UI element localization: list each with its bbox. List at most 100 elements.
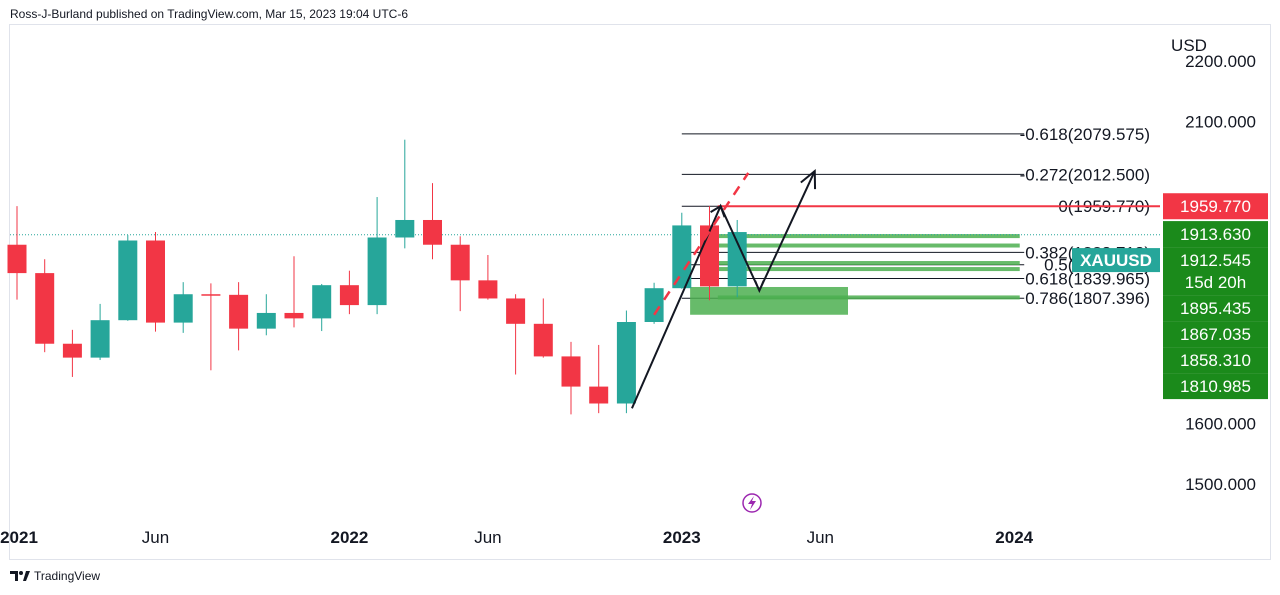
candles bbox=[7, 139, 747, 415]
fib-level-label: 0.618(1839.965) bbox=[1025, 270, 1150, 289]
candle-body bbox=[90, 320, 110, 358]
candle-body bbox=[616, 322, 636, 404]
publish-header: Ross-J-Burland published on TradingView.… bbox=[10, 7, 408, 21]
symbol-tag-bg bbox=[1072, 248, 1160, 273]
candle-body bbox=[700, 225, 719, 287]
candle bbox=[7, 206, 27, 300]
price-label-text: 1912.545 bbox=[1180, 251, 1251, 270]
candle-body bbox=[533, 323, 553, 357]
projection-trough-marker bbox=[754, 280, 765, 293]
candle-body bbox=[118, 240, 138, 321]
time-axis-label: Jun bbox=[807, 528, 834, 547]
price-label-bg bbox=[1163, 321, 1268, 348]
symbol-tag-text: XAUUSD bbox=[1080, 251, 1152, 270]
candle bbox=[450, 236, 470, 312]
candle-body bbox=[201, 294, 221, 296]
candle-body bbox=[450, 244, 470, 281]
time-axis-label: Jun bbox=[474, 528, 501, 547]
price-label-text: 1867.035 bbox=[1180, 325, 1251, 344]
price-label-text: 1913.630 bbox=[1180, 225, 1251, 244]
support-zone[interactable] bbox=[717, 267, 1020, 272]
candle-body bbox=[644, 288, 664, 322]
price-labels: 1959.770 1913.630 1912.545 15d 20h XAUUSD 189… bbox=[1072, 193, 1268, 400]
candle bbox=[395, 139, 415, 249]
lightning-icon[interactable] bbox=[742, 493, 762, 513]
candle-body bbox=[256, 312, 276, 329]
candle bbox=[118, 235, 138, 321]
price-tick-label: 2200.000 bbox=[1185, 52, 1256, 71]
candle-body bbox=[589, 386, 609, 404]
candle-body bbox=[672, 225, 692, 289]
candle-body bbox=[229, 294, 249, 329]
candle bbox=[229, 282, 249, 351]
candle bbox=[478, 254, 498, 300]
fib-level-label: -0.272(2012.500) bbox=[1020, 165, 1150, 184]
candle-body bbox=[506, 298, 526, 324]
price-label: 1913.630 bbox=[1163, 221, 1268, 248]
support-zone[interactable] bbox=[717, 243, 1020, 248]
candle-body bbox=[7, 244, 27, 274]
candle bbox=[146, 232, 165, 332]
candle-body bbox=[727, 232, 747, 287]
candle bbox=[367, 197, 387, 315]
candle bbox=[533, 298, 553, 358]
candle bbox=[284, 256, 304, 328]
candle bbox=[90, 303, 110, 361]
time-axis-label: 2022 bbox=[330, 528, 368, 547]
price-label-bg bbox=[1163, 193, 1268, 220]
support-zones[interactable] bbox=[690, 205, 1160, 315]
candle-body bbox=[312, 285, 332, 319]
price-label-bg bbox=[1163, 295, 1268, 322]
chart-frame bbox=[9, 24, 1271, 560]
candle bbox=[672, 212, 692, 289]
candle-body bbox=[146, 240, 165, 323]
candle bbox=[727, 219, 747, 298]
candle bbox=[561, 341, 581, 415]
projection-path[interactable] bbox=[631, 170, 816, 409]
fibonacci-retracement[interactable]: -0.618(2079.575)-0.272(2012.500)0(1959.7… bbox=[681, 125, 1150, 308]
candle bbox=[173, 282, 193, 333]
candle-body bbox=[284, 312, 304, 319]
candle bbox=[201, 283, 221, 371]
price-label-text: 1810.985 bbox=[1180, 377, 1251, 396]
time-axis-label: 2021 bbox=[0, 528, 38, 547]
price-label-bg bbox=[1163, 221, 1268, 248]
trend-drawings[interactable] bbox=[631, 168, 817, 409]
time-axis[interactable]: 2021 Jun 2022 Jun 2023 Jun 2024 bbox=[0, 528, 1034, 547]
candle bbox=[339, 270, 359, 315]
support-zone[interactable] bbox=[717, 295, 1020, 300]
support-zone[interactable] bbox=[690, 286, 848, 315]
candle-body bbox=[561, 356, 581, 387]
price-label-bg bbox=[1163, 247, 1268, 296]
candle-body bbox=[367, 237, 387, 306]
candle-body bbox=[35, 273, 55, 344]
price-label: 1959.770 bbox=[1163, 193, 1268, 220]
price-label-bg bbox=[1163, 347, 1268, 374]
price-label-text: 1895.435 bbox=[1180, 299, 1251, 318]
candle-body bbox=[339, 285, 359, 306]
candle bbox=[644, 282, 664, 324]
candle-body bbox=[395, 219, 415, 238]
price-label: 1858.310 bbox=[1163, 347, 1268, 374]
price-label-text: 1858.310 bbox=[1180, 351, 1251, 370]
candle bbox=[423, 183, 442, 260]
footer: TradingView bbox=[10, 569, 100, 583]
support-zone[interactable] bbox=[717, 234, 1020, 239]
price-label: 1867.035 bbox=[1163, 321, 1268, 348]
candle-body bbox=[478, 280, 498, 299]
price-label: 1895.435 bbox=[1163, 295, 1268, 322]
countdown-label: 15d 20h bbox=[1185, 273, 1246, 292]
footer-brand: TradingView bbox=[34, 569, 101, 583]
candle-body bbox=[423, 219, 442, 245]
candle bbox=[256, 294, 276, 336]
candle bbox=[312, 283, 332, 332]
time-axis-label: 2023 bbox=[663, 528, 701, 547]
price-label-bg bbox=[1163, 373, 1268, 400]
candle bbox=[35, 259, 55, 353]
candle bbox=[62, 329, 82, 377]
candle bbox=[589, 344, 609, 414]
support-zone[interactable] bbox=[717, 261, 1020, 266]
price-tick-label: 2100.000 bbox=[1185, 113, 1256, 132]
